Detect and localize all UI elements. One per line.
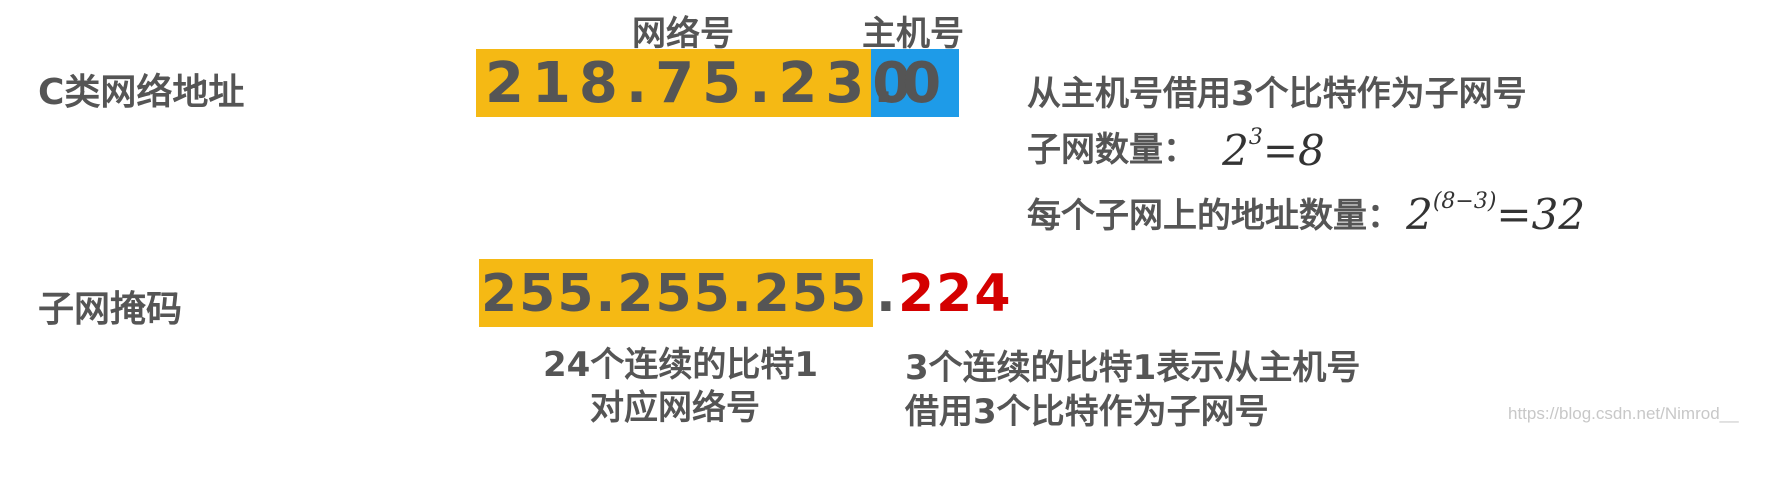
mask-dot: .: [876, 264, 898, 324]
watermark-text: https://blog.csdn.net/Nimrod__: [1508, 404, 1739, 423]
mask-subnet-caption-line2: 借用3个比特作为子网号: [905, 392, 1269, 432]
mask-network-caption-line1: 24个连续的比特1: [543, 345, 818, 385]
mask-subnet-text: 224: [898, 264, 1013, 324]
addresses-per-subnet-label: 每个子网上的地址数量：: [1027, 196, 1401, 236]
addresses-per-subnet-base: 2: [1406, 190, 1433, 239]
subnet-mask-label: 子网掩码: [38, 289, 183, 330]
address-host-text: .0: [873, 51, 950, 116]
addresses-per-subnet-formula: 2(8−3)=32: [1406, 189, 1586, 239]
mask-subnet-caption-line1: 3个连续的比特1表示从主机号: [905, 348, 1361, 388]
mask-network-text: 255.255.255: [481, 264, 869, 324]
addresses-per-subnet-line: 每个子网上的地址数量： 2(8−3)=32: [1027, 189, 1586, 240]
address-network-box: [476, 49, 871, 117]
addresses-per-subnet-exponent: (8−3): [1432, 189, 1497, 214]
address-host-box: [871, 49, 959, 117]
subnet-count-line: 子网数量： 23=8: [1027, 125, 1325, 176]
borrow-bits-note: 从主机号借用3个比特作为子网号: [1027, 74, 1527, 114]
class-c-address-label: C类网络地址: [38, 72, 245, 113]
mask-network-caption-line2: 对应网络号: [590, 388, 760, 428]
host-part-header: 主机号: [862, 14, 964, 54]
subnet-count-formula: 23=8: [1222, 125, 1325, 175]
subnet-count-base: 2: [1222, 126, 1249, 175]
subnet-count-result: =8: [1262, 126, 1325, 175]
subnet-count-label: 子网数量：: [1027, 130, 1197, 170]
addresses-per-subnet-result: =32: [1496, 190, 1586, 239]
subnet-count-exponent: 3: [1248, 125, 1263, 150]
mask-network-box: [479, 259, 873, 327]
address-network-text: 218.75.230: [485, 51, 920, 116]
network-part-header: 网络号: [632, 14, 734, 54]
